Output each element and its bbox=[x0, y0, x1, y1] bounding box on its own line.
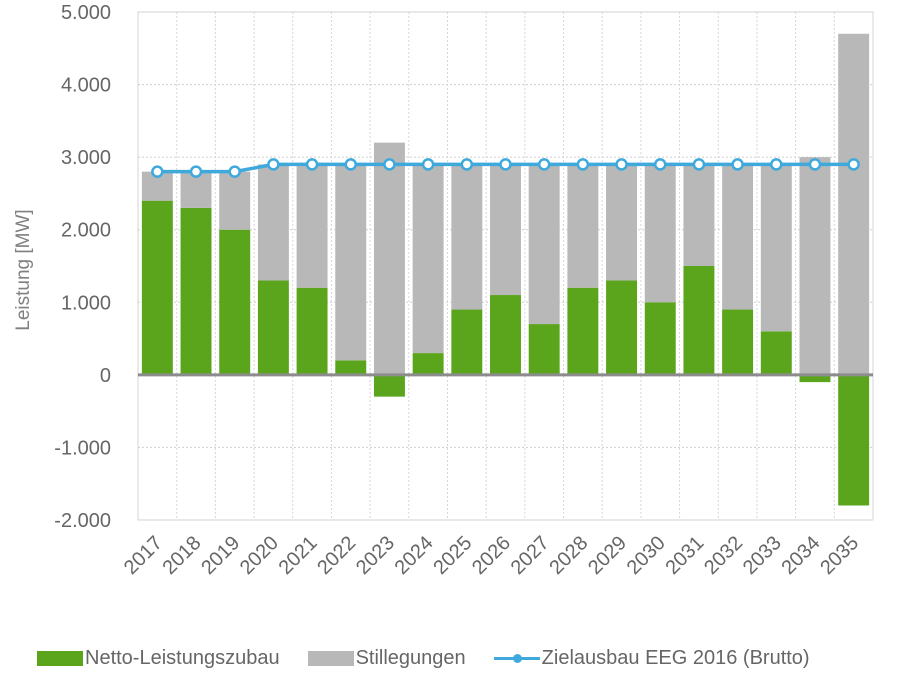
bar-stillegungen bbox=[606, 164, 638, 281]
legend-swatch-stillegungen bbox=[307, 650, 354, 666]
x-tick-label: 2028 bbox=[545, 532, 592, 579]
y-tick-label: 4.000 bbox=[61, 75, 111, 97]
legend-label-stillegungen: Stillegungen bbox=[355, 646, 466, 669]
y-tick-label: -1.000 bbox=[54, 437, 111, 459]
x-tick-label: 2027 bbox=[507, 532, 554, 579]
bar-stillegungen bbox=[760, 164, 792, 332]
legend: Netto-Leistungszubau Stillegungen Zielau… bbox=[0, 640, 920, 676]
bar-stillegungen bbox=[219, 171, 251, 230]
legend-item-zielausbau: Zielausbau EEG 2016 (Brutto) bbox=[493, 646, 826, 670]
x-tick-label: 2022 bbox=[313, 532, 360, 579]
x-tick-label: 2018 bbox=[159, 532, 206, 579]
bar-stillegungen bbox=[412, 164, 444, 354]
bar-stillegungen bbox=[528, 164, 560, 325]
y-tick-label: 2.000 bbox=[61, 220, 111, 242]
legend-item-stillegungen: Stillegungen bbox=[307, 646, 482, 670]
bar-netto bbox=[838, 374, 870, 506]
bar-netto bbox=[490, 295, 521, 375]
y-tick-label: 5.000 bbox=[61, 2, 111, 24]
bar-netto bbox=[373, 374, 405, 397]
point-zielausbau bbox=[460, 158, 474, 171]
bar-netto bbox=[451, 309, 483, 375]
point-zielausbau bbox=[383, 158, 396, 171]
bar-netto bbox=[722, 309, 754, 375]
point-zielausbau bbox=[228, 165, 241, 178]
bar-stillegungen bbox=[838, 33, 870, 375]
x-tick-label: 2023 bbox=[352, 532, 399, 579]
y-tick-label: 0 bbox=[100, 365, 111, 387]
x-tick-label: 2025 bbox=[429, 532, 476, 579]
x-tick-label: 2035 bbox=[816, 532, 863, 579]
x-tick-label: 2026 bbox=[468, 532, 515, 579]
x-tick-label: 2031 bbox=[661, 532, 708, 579]
bar-netto bbox=[180, 207, 212, 375]
bar-netto bbox=[683, 266, 715, 375]
bar-stillegungen bbox=[567, 164, 599, 288]
bar-stillegungen bbox=[683, 164, 715, 266]
bar-stillegungen bbox=[722, 164, 754, 310]
point-zielausbau bbox=[615, 158, 628, 171]
point-zielausbau bbox=[770, 158, 783, 171]
x-tick-label: 2024 bbox=[391, 532, 438, 579]
point-zielausbau bbox=[653, 158, 667, 171]
bar-netto bbox=[412, 353, 444, 375]
bar-stillegungen bbox=[490, 164, 521, 296]
point-zielausbau bbox=[576, 158, 590, 171]
bar-stillegungen bbox=[296, 164, 328, 288]
legend-swatch-netto bbox=[37, 650, 83, 666]
bar-netto bbox=[644, 302, 676, 375]
bar-netto bbox=[296, 287, 328, 375]
x-tick-label: 2029 bbox=[584, 532, 631, 579]
point-zielausbau bbox=[692, 158, 706, 171]
bar-netto bbox=[606, 280, 638, 375]
bar-stillegungen bbox=[644, 164, 676, 303]
point-zielausbau bbox=[537, 158, 551, 171]
x-axis-ticks: 2017201820192020202120222023202420252026… bbox=[120, 532, 863, 579]
x-tick-label: 2020 bbox=[236, 532, 283, 579]
bar-stillegungen bbox=[335, 164, 367, 361]
bar-netto bbox=[141, 200, 173, 375]
bar-stillegungen bbox=[373, 142, 405, 375]
y-tick-label: 1.000 bbox=[61, 292, 111, 314]
bar-netto bbox=[567, 287, 599, 375]
point-zielausbau bbox=[421, 158, 435, 171]
y-axis-ticks: -2.000 -1.000 0 1.000 2.000 3.000 4.000 5.000 bbox=[54, 2, 111, 532]
x-tick-label: 2017 bbox=[120, 532, 167, 579]
point-zielausbau bbox=[267, 158, 280, 171]
bar-netto bbox=[219, 229, 251, 375]
bar-netto bbox=[799, 374, 831, 383]
y-tick-label: 3.000 bbox=[61, 147, 111, 169]
point-zielausbau bbox=[808, 158, 822, 171]
legend-label-netto: Netto-Leistungszubau bbox=[85, 646, 280, 669]
point-zielausbau bbox=[344, 158, 358, 171]
bar-netto bbox=[257, 280, 289, 375]
plot-frame bbox=[137, 11, 874, 521]
point-zielausbau bbox=[305, 158, 319, 171]
bar-stillegungen bbox=[451, 164, 483, 310]
legend-label-zielausbau: Zielausbau EEG 2016 (Brutto) bbox=[541, 646, 810, 669]
point-zielausbau bbox=[151, 165, 164, 178]
legend-swatch-zielausbau bbox=[493, 650, 540, 666]
x-tick-label: 2032 bbox=[700, 532, 747, 579]
bars bbox=[141, 33, 870, 506]
target-line bbox=[151, 158, 860, 178]
x-tick-label: 2019 bbox=[197, 532, 244, 579]
point-zielausbau bbox=[499, 158, 512, 171]
legend-item-netto: Netto-Leistungszubau bbox=[37, 647, 296, 670]
bar-netto bbox=[335, 360, 367, 375]
x-tick-label: 2030 bbox=[623, 532, 670, 579]
y-tick-label: -2.000 bbox=[54, 510, 111, 532]
bar-stillegungen bbox=[799, 157, 831, 375]
x-tick-label: 2034 bbox=[777, 532, 824, 579]
point-zielausbau bbox=[731, 158, 744, 171]
point-zielausbau bbox=[847, 158, 860, 171]
point-zielausbau bbox=[189, 165, 203, 178]
bar-stillegungen bbox=[257, 164, 289, 281]
bar-netto bbox=[760, 331, 792, 375]
y-axis-label: Leistung [MW] bbox=[13, 209, 34, 330]
x-tick-label: 2033 bbox=[739, 532, 786, 579]
bar-netto bbox=[528, 324, 560, 375]
x-tick-label: 2021 bbox=[275, 532, 322, 579]
